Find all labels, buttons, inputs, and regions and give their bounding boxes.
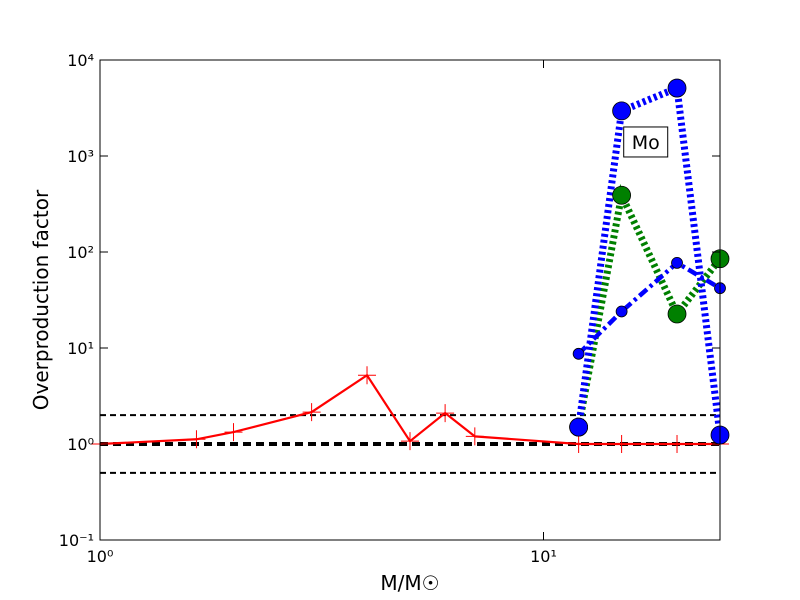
point-marker (671, 256, 683, 269)
point-marker (401, 432, 419, 451)
annotation: Mo (632, 132, 660, 154)
y-tick-label: 10² (67, 243, 94, 262)
axes-frame (99, 59, 721, 541)
point-marker (569, 435, 588, 453)
point-marker (612, 101, 632, 121)
y-tick-label: 10⁻¹ (59, 531, 94, 550)
y-tick-label: 10⁰ (67, 435, 94, 454)
point-marker (358, 366, 377, 385)
x-tick-label: 10¹ (530, 547, 557, 566)
point-marker (612, 185, 632, 205)
series-line (575, 183, 720, 428)
plot-area (100, 83, 720, 474)
series-line (575, 83, 720, 436)
point-marker (667, 304, 687, 324)
point-marker (668, 435, 687, 453)
point-marker (465, 427, 484, 446)
point-marker (572, 347, 585, 360)
point-marker (612, 435, 631, 453)
y-tick-label: 10¹ (67, 339, 94, 358)
point-marker (569, 417, 589, 437)
point-marker (302, 403, 321, 422)
x-axis-label: M/M☉ (380, 571, 439, 595)
point-marker (615, 305, 628, 318)
y-tick-label: 10⁴ (67, 51, 94, 70)
x-tick-label: 10⁰ (87, 547, 114, 566)
y-tick-label: 10³ (67, 147, 94, 166)
point-marker (436, 404, 455, 423)
point-marker (224, 423, 243, 442)
annotation-box (623, 126, 669, 158)
series-line (100, 373, 720, 446)
series-line (577, 260, 720, 356)
point-marker (667, 78, 687, 98)
y-axis-label: Overproduction factor (29, 189, 53, 410)
point-marker (187, 430, 206, 449)
